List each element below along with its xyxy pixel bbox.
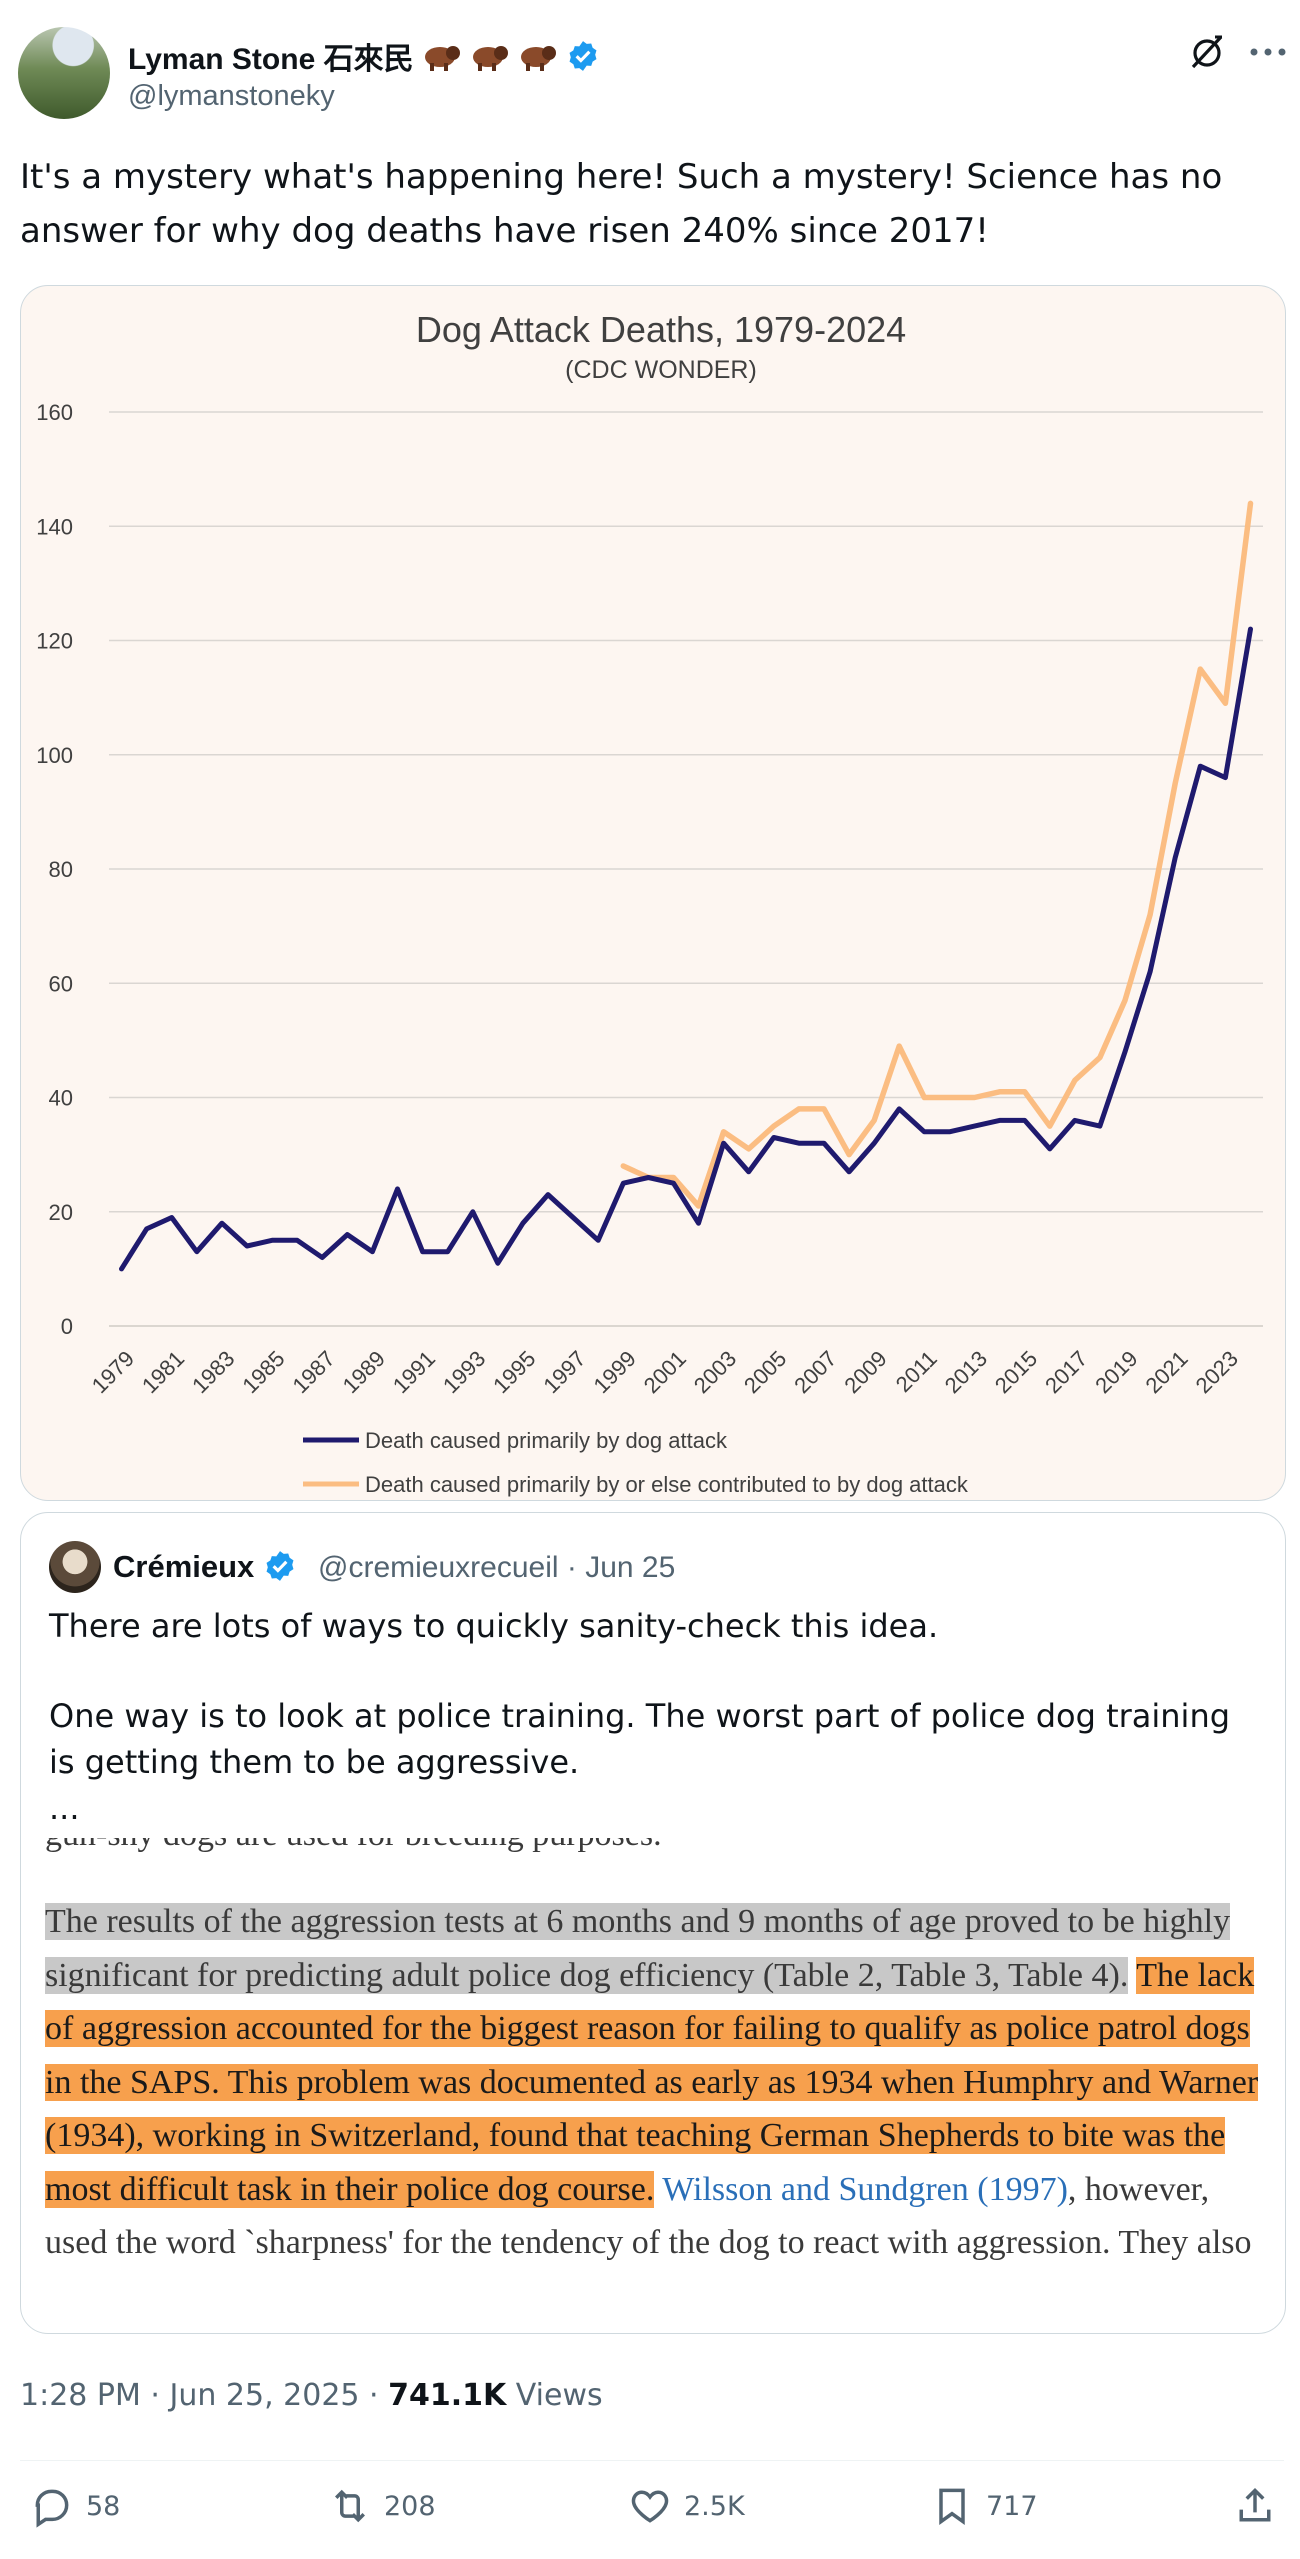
y-tick-label: 140 (36, 514, 73, 539)
x-tick-label: 1979 (87, 1346, 139, 1398)
quote-author-avatar[interactable] (49, 1541, 101, 1593)
y-tick-label: 20 (49, 1200, 73, 1225)
x-tick-label: 1983 (187, 1346, 239, 1398)
excerpt-grey-highlight: The results of the aggression tests at 6… (45, 1903, 1231, 1994)
views-count: 741.1K (388, 2378, 507, 2413)
x-tick-label: 2015 (990, 1346, 1042, 1398)
heart-icon (631, 2490, 669, 2523)
divider (20, 2460, 1284, 2461)
tweet-text: It's a mystery what's happening here! Su… (20, 157, 1223, 251)
x-tick-label: 1989 (338, 1346, 390, 1398)
author-handle[interactable]: @lymanstoneky (128, 80, 335, 112)
legend-label: Death caused primarily by dog attack (365, 1428, 728, 1453)
x-tick-label: 2019 (1090, 1346, 1142, 1398)
chart-subtitle: (CDC WONDER) (565, 356, 757, 384)
grok-icon[interactable] (1187, 32, 1227, 72)
x-tick-label: 1999 (589, 1346, 641, 1398)
x-tick-label: 1985 (237, 1346, 289, 1398)
excerpt-tail: , however, used the word `sharpness' for… (45, 2170, 1252, 2262)
x-tick-label: 2003 (689, 1346, 741, 1398)
x-tick-label: 2007 (789, 1346, 841, 1398)
reply-count: 58 (86, 2490, 121, 2522)
x-tick-label: 1993 (438, 1346, 490, 1398)
bison-emoji-icon (470, 41, 510, 71)
bison-emoji-icon (518, 41, 558, 71)
chart-image[interactable]: Dog Attack Deaths, 1979-2024 (CDC WONDER… (20, 285, 1286, 1501)
legend-label: Death caused primarily by or else contri… (365, 1472, 969, 1497)
y-tick-label: 100 (36, 743, 73, 768)
like-button[interactable]: 2.5K (628, 2484, 745, 2528)
share-button[interactable] (1233, 2484, 1277, 2528)
quote-author-handle[interactable]: @cremieuxrecueil · Jun 25 (318, 1551, 675, 1585)
verified-badge-icon (266, 1551, 294, 1581)
reply-button[interactable]: 58 (30, 2484, 120, 2528)
x-tick-label: 2021 (1140, 1346, 1192, 1398)
like-count: 2.5K (684, 2490, 745, 2522)
quoted-tweet[interactable]: Crémieux @cremieuxrecueil · Jun 25 There… (20, 1512, 1286, 2334)
author-avatar[interactable] (18, 27, 110, 119)
x-tick-label: 1981 (137, 1346, 189, 1398)
views-label: Views (506, 2378, 603, 2413)
quote-author-name-text: Crémieux (113, 1549, 255, 1584)
bookmark-button[interactable]: 717 (930, 2484, 1038, 2528)
y-tick-label: 60 (49, 971, 73, 996)
y-tick-label: 40 (49, 1086, 73, 1111)
author-name[interactable]: Lyman Stone 石來民 (128, 34, 600, 78)
bookmark-count: 717 (986, 2490, 1038, 2522)
excerpt-cut-line: gun-shy dogs are used for breeding purpo… (45, 1838, 1265, 1862)
series-line-1 (119, 626, 1253, 1272)
x-tick-label: 2011 (891, 1346, 942, 1397)
timestamp-text: 1:28 PM · Jun 25, 2025 · (20, 2378, 389, 2413)
x-tick-label: 1991 (388, 1346, 440, 1398)
tweet-timestamp[interactable]: 1:28 PM · Jun 25, 2025 · 741.1K Views (20, 2378, 603, 2413)
quote-handle-text: @cremieuxrecueil (318, 1551, 559, 1584)
excerpt-paragraph: The results of the aggression tests at 6… (45, 1895, 1265, 2270)
chart-title: Dog Attack Deaths, 1979-2024 (416, 309, 906, 350)
dog-attack-deaths-chart: Dog Attack Deaths, 1979-2024 (CDC WONDER… (36, 309, 1263, 1497)
x-tick-label: 2001 (639, 1346, 691, 1398)
author-name-text: Lyman Stone 石來民 (128, 43, 414, 76)
repost-count: 208 (384, 2490, 436, 2522)
x-tick-label: 2017 (1040, 1346, 1092, 1398)
y-tick-label: 120 (36, 629, 73, 654)
repost-icon (335, 2489, 365, 2523)
verified-badge-icon[interactable] (566, 39, 600, 73)
quote-author-name[interactable]: Crémieux (113, 1549, 297, 1585)
series-line-2 (620, 500, 1254, 1209)
x-tick-label: 2023 (1191, 1346, 1243, 1398)
x-tick-label: 1997 (538, 1346, 590, 1398)
x-tick-label: 1995 (488, 1346, 540, 1398)
quote-excerpt-image: gun-shy dogs are used for breeding purpo… (21, 1838, 1285, 2333)
quote-paragraph: There are lots of ways to quickly sanity… (49, 1607, 939, 1645)
more-options-icon[interactable] (1248, 45, 1288, 59)
x-tick-label: 1987 (287, 1346, 339, 1398)
bison-emoji-icon (422, 41, 462, 71)
x-tick-label: 2009 (839, 1346, 891, 1398)
y-tick-label: 160 (36, 400, 73, 425)
quote-date: · Jun 25 (566, 1551, 676, 1584)
quote-ellipsis: ... (49, 1789, 80, 1827)
bookmark-icon (939, 2488, 965, 2525)
quote-paragraph: One way is to look at police training. T… (49, 1697, 1231, 1781)
repost-button[interactable]: 208 (328, 2484, 436, 2528)
y-tick-label: 0 (61, 1314, 73, 1339)
x-tick-label: 2013 (940, 1346, 992, 1398)
reply-icon (35, 2489, 69, 2528)
x-tick-label: 2005 (739, 1346, 791, 1398)
excerpt-citation: Wilsson and Sundgren (1997) (662, 2170, 1068, 2208)
share-icon (1239, 2487, 1271, 2522)
y-tick-label: 80 (49, 857, 73, 882)
